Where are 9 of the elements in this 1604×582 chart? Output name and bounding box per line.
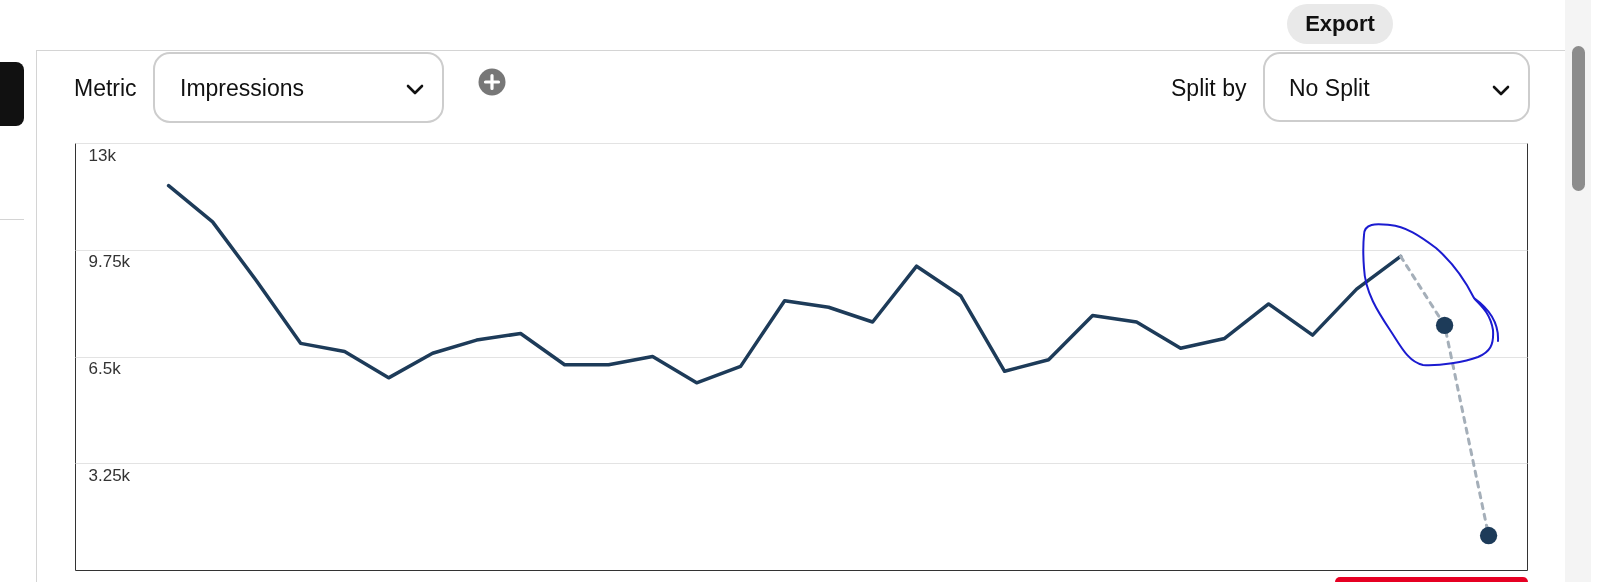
text: Impressions: [180, 75, 304, 101]
y-tick-label: 6.5k: [88, 359, 122, 378]
y-tick-label: 3.25k: [88, 465, 131, 485]
y-tick-label: 13k: [88, 145, 117, 165]
text: Metric: [74, 75, 137, 101]
text: No Split: [1289, 75, 1370, 101]
y-tick-label: 9.75k: [88, 252, 131, 272]
text: Export: [1305, 11, 1375, 36]
text: Split by: [1171, 75, 1247, 101]
